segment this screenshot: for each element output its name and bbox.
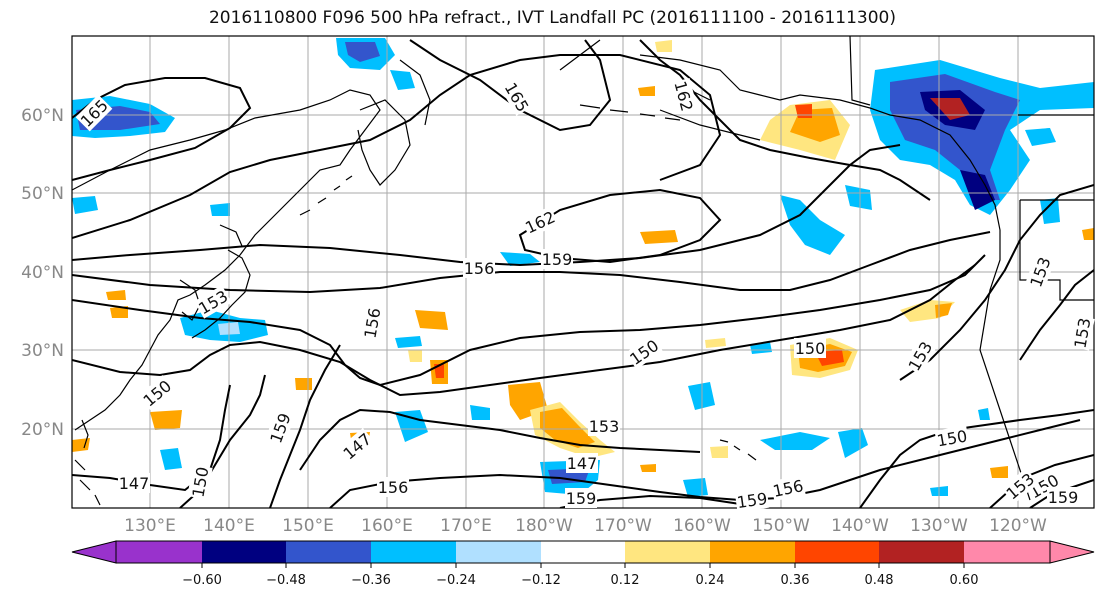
colorbar: −0.60 −0.48 −0.36 −0.24 −0.12 0.12 0.24 … xyxy=(71,540,1095,588)
lon-label: 170°W xyxy=(594,516,652,536)
lon-label: 140°W xyxy=(831,516,889,536)
colorbar-segment xyxy=(202,541,286,563)
latitude-labels: 20°N 30°N 40°N 50°N 60°N xyxy=(21,106,64,440)
colorbar-segment xyxy=(116,541,202,563)
colorbar-segment xyxy=(371,541,456,563)
colorbar-segment xyxy=(625,541,710,563)
contour-label: 159 xyxy=(566,489,597,508)
lon-label: 150°W xyxy=(752,516,810,536)
colorbar-tick-label: 0.24 xyxy=(696,573,725,588)
lon-label: 160°W xyxy=(673,516,731,536)
colorbar-tick-label: −0.12 xyxy=(521,573,561,588)
refractivity-contours xyxy=(72,39,1094,508)
colorbar-tick-label: 0.12 xyxy=(611,573,640,588)
contour-label: 156 xyxy=(378,478,409,497)
contour-label: 159 xyxy=(736,489,769,512)
colorbar-segment xyxy=(456,541,541,563)
contour-label: 147 xyxy=(119,474,150,493)
lon-label: 130°W xyxy=(910,516,968,536)
colorbar-segment xyxy=(964,541,1050,563)
lon-label: 140°E xyxy=(203,516,255,536)
contour-label: 147 xyxy=(567,454,598,473)
lat-label: 60°N xyxy=(21,106,64,126)
colorbar-tick-label: −0.36 xyxy=(351,573,391,588)
colorbar-segment xyxy=(879,541,964,563)
lon-label: 170°E xyxy=(440,516,492,536)
colorbar-tick-label: 0.36 xyxy=(781,573,810,588)
colorbar-segment xyxy=(286,541,371,563)
page-title: 2016110800 F096 500 hPa refract., IVT La… xyxy=(208,8,896,28)
colorbar-tick-label: 0.48 xyxy=(865,573,894,588)
colorbar-tick-label: −0.60 xyxy=(182,573,222,588)
lon-label: 160°E xyxy=(361,516,413,536)
colorbar-segment xyxy=(710,541,795,563)
contour-label: 156 xyxy=(464,259,495,278)
colorbar-high-extension xyxy=(1049,540,1095,564)
lat-label: 40°N xyxy=(21,263,64,283)
contour-label: 153 xyxy=(589,417,620,436)
lat-label: 30°N xyxy=(21,341,64,361)
colorbar-segment xyxy=(795,541,879,563)
colorbar-tick-label: −0.24 xyxy=(436,573,476,588)
lon-label: 150°E xyxy=(282,516,334,536)
colorbar-tick-label: 0.60 xyxy=(950,573,979,588)
colorbar-low-extension xyxy=(71,540,117,564)
lon-label: 120°W xyxy=(989,516,1047,536)
contour-label: 159 xyxy=(1048,488,1079,507)
longitude-labels: 130°E 140°E 150°E 160°E 170°E 180°W 170°… xyxy=(124,516,1047,536)
colorbar-segment xyxy=(541,541,625,563)
lon-label: 130°E xyxy=(124,516,176,536)
lon-label: 180°W xyxy=(515,516,573,536)
colorbar-tick-label: −0.48 xyxy=(266,573,306,588)
contour-label: 150 xyxy=(795,339,826,358)
contour-label: 159 xyxy=(542,250,573,269)
lat-label: 50°N xyxy=(21,184,64,204)
lat-label: 20°N xyxy=(21,420,64,440)
